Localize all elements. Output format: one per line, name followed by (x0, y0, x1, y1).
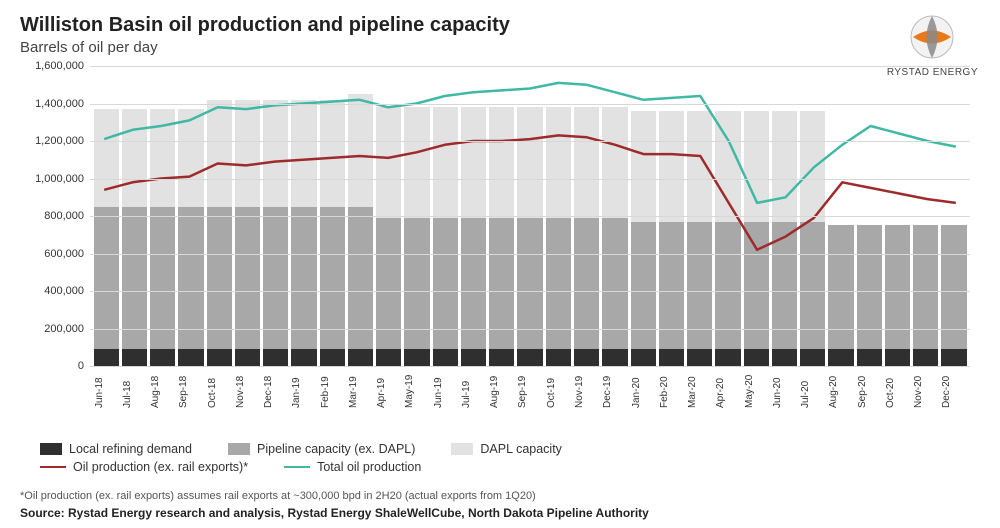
legend-label: Pipeline capacity (ex. DAPL) (257, 442, 415, 456)
legend-row-bars: Local refining demand Pipeline capacity (… (40, 442, 960, 456)
legend-line-swatch (284, 466, 310, 469)
legend-item: Local refining demand (40, 442, 192, 456)
plot-region: 0200,000400,000600,000800,0001,000,0001,… (90, 66, 970, 366)
legend-item: Total oil production (284, 460, 421, 474)
x-tick-label: Aug-20 (828, 368, 853, 408)
globe-icon (909, 14, 955, 60)
grid-line (90, 366, 970, 367)
legend: Local refining demand Pipeline capacity (… (40, 442, 960, 478)
x-tick-label: Oct-19 (546, 368, 571, 408)
x-tick-label: Jun-19 (433, 368, 458, 408)
x-tick-label: Sep-20 (857, 368, 882, 408)
grid-line (90, 141, 970, 142)
grid-line (90, 254, 970, 255)
x-tick-label: Jun-20 (772, 368, 797, 408)
legend-row-lines: Oil production (ex. rail exports)* Total … (40, 460, 960, 474)
x-tick-label: Nov-20 (913, 368, 938, 408)
legend-swatch (451, 443, 473, 455)
x-tick-label: Jul-19 (461, 368, 486, 408)
y-tick-label: 1,000,000 (20, 173, 84, 185)
legend-item: Oil production (ex. rail exports)* (40, 460, 248, 474)
x-tick-label: Oct-20 (885, 368, 910, 408)
x-tick-label: Oct-18 (207, 368, 232, 408)
legend-label: Local refining demand (69, 442, 192, 456)
grid-line (90, 104, 970, 105)
x-tick-label: Mar-19 (348, 368, 373, 408)
y-tick-label: 600,000 (20, 248, 84, 260)
legend-line-swatch (40, 466, 66, 469)
x-tick-label: May-20 (744, 368, 769, 408)
x-tick-label: May-19 (404, 368, 429, 408)
x-tick-label: Dec-18 (263, 368, 288, 408)
x-tick-label: Dec-20 (941, 368, 966, 408)
source-line: Source: Rystad Energy research and analy… (20, 506, 649, 520)
x-tick-label: Apr-19 (376, 368, 401, 408)
x-tick-label: Aug-19 (489, 368, 514, 408)
x-tick-label: Nov-18 (235, 368, 260, 408)
x-tick-label: Feb-19 (320, 368, 345, 408)
y-tick-label: 1,400,000 (20, 98, 84, 110)
legend-label: Oil production (ex. rail exports)* (73, 460, 248, 474)
legend-swatch (228, 443, 250, 455)
grid-line (90, 66, 970, 67)
legend-label: DAPL capacity (480, 442, 562, 456)
grid-line (90, 179, 970, 180)
x-tick-label: Sep-19 (517, 368, 542, 408)
grid-line (90, 216, 970, 217)
footnote: *Oil production (ex. rail exports) assum… (20, 490, 536, 502)
y-tick-label: 1,200,000 (20, 135, 84, 147)
x-tick-label: Jul-20 (800, 368, 825, 408)
x-tick-label: Jul-18 (122, 368, 147, 408)
chart-area: 0 200,000 400,000 600,000 800,000 1,000,000 1,… (20, 66, 980, 406)
chart-subtitle: Barrels of oil per day (20, 39, 980, 56)
x-tick-label: Apr-20 (715, 368, 740, 408)
x-axis-labels: Jun-18Jul-18Aug-18Sep-18Oct-18Nov-18Dec-… (90, 368, 970, 408)
x-tick-label: Feb-20 (659, 368, 684, 408)
x-tick-label: Jan-20 (631, 368, 656, 408)
x-tick-label: Mar-20 (687, 368, 712, 408)
chart-title: Williston Basin oil production and pipel… (20, 14, 980, 37)
legend-swatch (40, 443, 62, 455)
grid-line (90, 291, 970, 292)
x-tick-label: Sep-18 (178, 368, 203, 408)
x-tick-label: Nov-19 (574, 368, 599, 408)
line-series (104, 83, 956, 203)
x-tick-label: Jan-19 (291, 368, 316, 408)
x-tick-label: Jun-18 (94, 368, 119, 408)
legend-item: DAPL capacity (451, 442, 562, 456)
grid-line (90, 329, 970, 330)
y-tick-label: 1,600,000 (20, 60, 84, 72)
y-tick-label: 0 (20, 360, 84, 372)
line-series (104, 135, 956, 249)
y-tick-label: 400,000 (20, 285, 84, 297)
y-tick-label: 200,000 (20, 323, 84, 335)
legend-label: Total oil production (317, 460, 421, 474)
x-tick-label: Dec-19 (602, 368, 627, 408)
y-tick-label: 800,000 (20, 210, 84, 222)
legend-item: Pipeline capacity (ex. DAPL) (228, 442, 415, 456)
x-tick-label: Aug-18 (150, 368, 175, 408)
